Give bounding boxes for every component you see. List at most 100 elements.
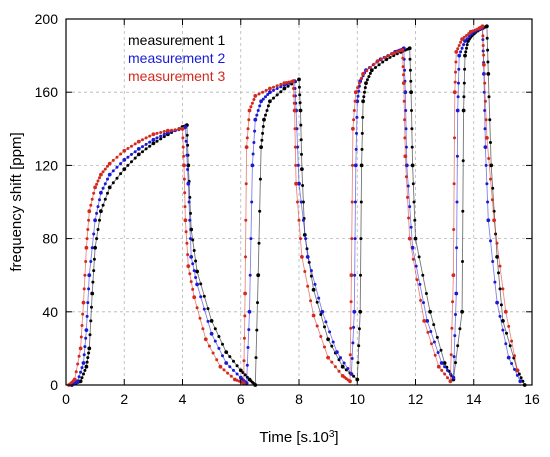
data-point-interp bbox=[206, 319, 210, 323]
data-point bbox=[403, 154, 408, 159]
data-point-interp bbox=[81, 312, 85, 316]
data-point-interp bbox=[235, 364, 239, 368]
data-point-interp bbox=[82, 287, 86, 291]
data-point-interp bbox=[356, 94, 360, 98]
data-point bbox=[486, 72, 491, 76]
data-point bbox=[482, 62, 486, 67]
data-point-interp bbox=[242, 336, 246, 340]
data-point bbox=[72, 377, 77, 382]
data-point-interp bbox=[348, 353, 352, 357]
data-point-interp bbox=[213, 339, 217, 343]
data-point-interp bbox=[294, 163, 298, 167]
data-point-interp bbox=[342, 361, 346, 365]
data-point bbox=[253, 94, 258, 98]
data-point-interp bbox=[481, 34, 485, 38]
data-point-interp bbox=[446, 368, 449, 372]
data-point-interp bbox=[101, 203, 105, 207]
data-point-interp bbox=[304, 237, 308, 241]
data-point-interp bbox=[199, 295, 203, 299]
data-point-interp bbox=[79, 335, 83, 339]
data-point-interp bbox=[228, 365, 232, 369]
data-point bbox=[501, 319, 505, 323]
data-point-interp bbox=[265, 109, 269, 112]
data-point-interp bbox=[126, 147, 130, 150]
data-point-interp bbox=[346, 367, 350, 370]
data-point-interp bbox=[261, 97, 265, 101]
data-point-interp bbox=[350, 200, 354, 204]
data-point-interp bbox=[362, 95, 366, 99]
x-tick-label: 6 bbox=[237, 391, 245, 407]
data-point-interp bbox=[155, 131, 159, 135]
data-point-interp bbox=[195, 306, 199, 310]
data-point bbox=[454, 50, 459, 54]
data-point-interp bbox=[465, 34, 468, 37]
data-point bbox=[99, 209, 103, 214]
data-point-interp bbox=[465, 46, 468, 50]
data-point-interp bbox=[115, 165, 119, 169]
data-point-interp bbox=[515, 373, 519, 377]
data-point-interp bbox=[483, 127, 487, 131]
data-point bbox=[451, 375, 456, 380]
data-point bbox=[78, 346, 83, 351]
data-point bbox=[400, 48, 405, 52]
data-point bbox=[495, 255, 499, 259]
y-axis-title: frequency shift [ppm] bbox=[8, 132, 25, 271]
data-point-interp bbox=[215, 358, 219, 362]
data-point-interp bbox=[450, 326, 454, 330]
data-point-interp bbox=[455, 154, 459, 158]
data-point-interp bbox=[495, 241, 499, 245]
data-point bbox=[183, 218, 188, 223]
data-point-interp bbox=[77, 375, 81, 379]
data-point-interp bbox=[173, 128, 177, 132]
data-point bbox=[151, 132, 156, 137]
data-point-interp bbox=[360, 131, 364, 135]
data-point-interp bbox=[257, 241, 261, 245]
data-point-interp bbox=[80, 376, 84, 380]
data-point-interp bbox=[368, 66, 372, 69]
data-point-interp bbox=[491, 186, 495, 190]
data-point-interp bbox=[159, 137, 163, 141]
data-point bbox=[413, 236, 418, 241]
data-point-interp bbox=[349, 300, 353, 304]
data-point-interp bbox=[103, 167, 107, 171]
data-point-interp bbox=[323, 325, 326, 329]
y-tick-label: 80 bbox=[42, 231, 58, 247]
data-point-interp bbox=[462, 95, 466, 99]
data-point-interp bbox=[359, 273, 362, 277]
data-point-interp bbox=[183, 191, 187, 195]
data-point-interp bbox=[92, 191, 96, 195]
data-point-interp bbox=[410, 145, 414, 149]
data-point-interp bbox=[88, 333, 92, 337]
data-point bbox=[136, 152, 141, 157]
legend: measurement 1 measurement 2 measurement … bbox=[128, 32, 225, 84]
data-point-interp bbox=[95, 237, 99, 241]
data-point bbox=[151, 141, 156, 146]
data-point bbox=[93, 218, 97, 223]
data-point bbox=[182, 163, 186, 168]
data-point-interp bbox=[243, 373, 247, 377]
data-point-interp bbox=[350, 357, 354, 360]
data-point-interp bbox=[330, 344, 334, 348]
data-point-interp bbox=[297, 85, 301, 89]
data-point-interp bbox=[144, 136, 148, 140]
data-point-interp bbox=[256, 301, 259, 305]
data-point-interp bbox=[301, 200, 305, 204]
data-point bbox=[452, 90, 457, 95]
data-point-interp bbox=[408, 205, 412, 209]
data-point-interp bbox=[467, 34, 471, 38]
data-point-interp bbox=[242, 359, 246, 363]
data-point bbox=[353, 90, 358, 95]
data-point bbox=[203, 337, 208, 342]
data-point-interp bbox=[272, 85, 275, 89]
data-point-interp bbox=[330, 360, 334, 364]
data-point-interp bbox=[141, 145, 144, 149]
data-point-interp bbox=[350, 237, 354, 241]
data-point bbox=[268, 86, 272, 91]
data-point bbox=[99, 190, 103, 195]
data-point-interp bbox=[111, 181, 115, 185]
data-point-interp bbox=[144, 142, 148, 146]
data-point bbox=[518, 379, 523, 384]
data-point bbox=[183, 125, 188, 129]
data-point bbox=[485, 136, 489, 140]
data-point-interp bbox=[454, 361, 457, 365]
